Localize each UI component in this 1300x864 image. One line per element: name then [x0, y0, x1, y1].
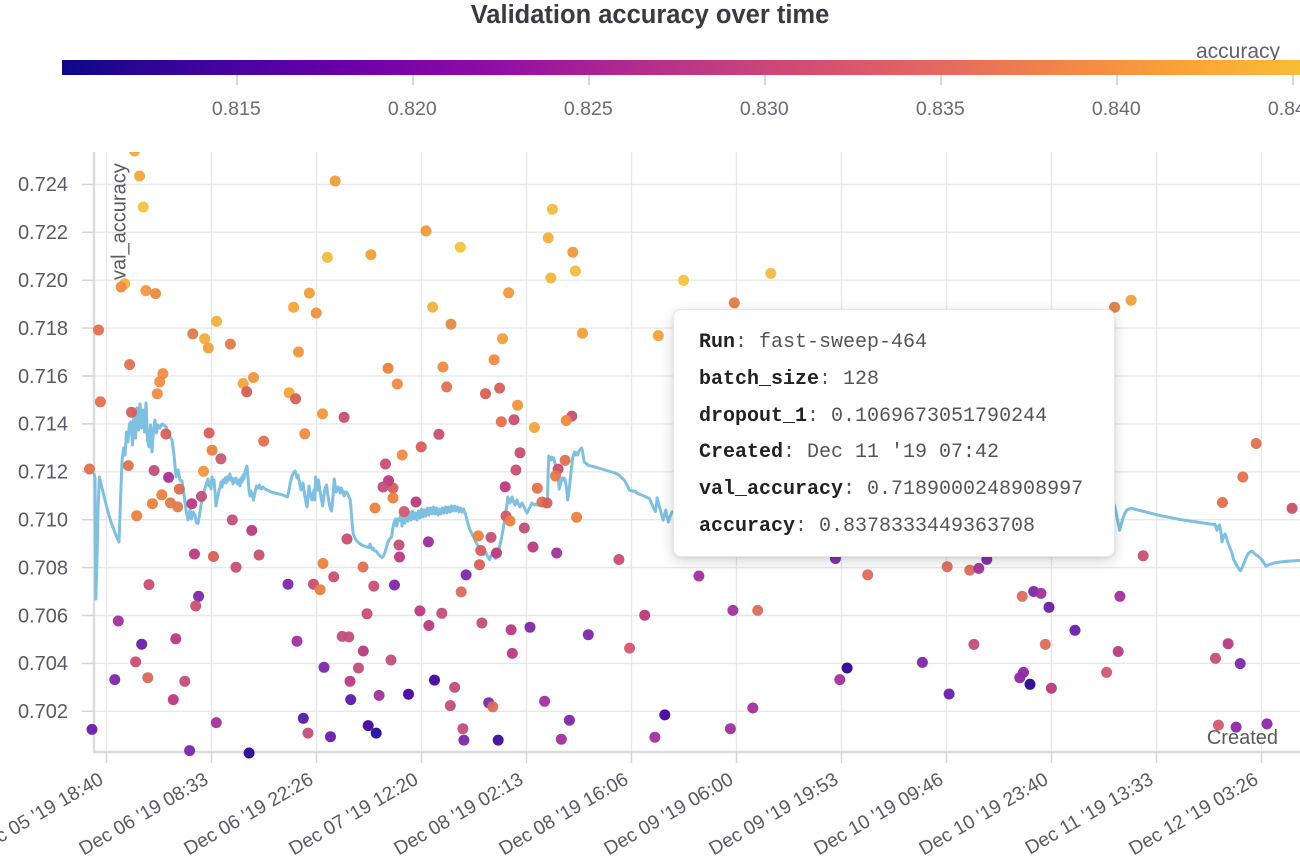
- svg-text:0.714: 0.714: [18, 414, 68, 436]
- svg-text:Created: Created: [1207, 727, 1278, 749]
- svg-text:0.704: 0.704: [18, 653, 68, 675]
- svg-text:0.718: 0.718: [18, 318, 68, 340]
- svg-text:0.712: 0.712: [18, 462, 68, 484]
- svg-text:0.722: 0.722: [18, 222, 68, 244]
- svg-text:0.706: 0.706: [18, 605, 68, 627]
- svg-text:0.702: 0.702: [18, 701, 68, 723]
- svg-text:0.716: 0.716: [18, 366, 68, 388]
- svg-text:0.710: 0.710: [18, 510, 68, 532]
- svg-text:0.724: 0.724: [18, 174, 68, 196]
- svg-text:0.720: 0.720: [18, 270, 68, 292]
- svg-text:0.708: 0.708: [18, 557, 68, 579]
- svg-text:val_accuracy: val_accuracy: [109, 163, 131, 280]
